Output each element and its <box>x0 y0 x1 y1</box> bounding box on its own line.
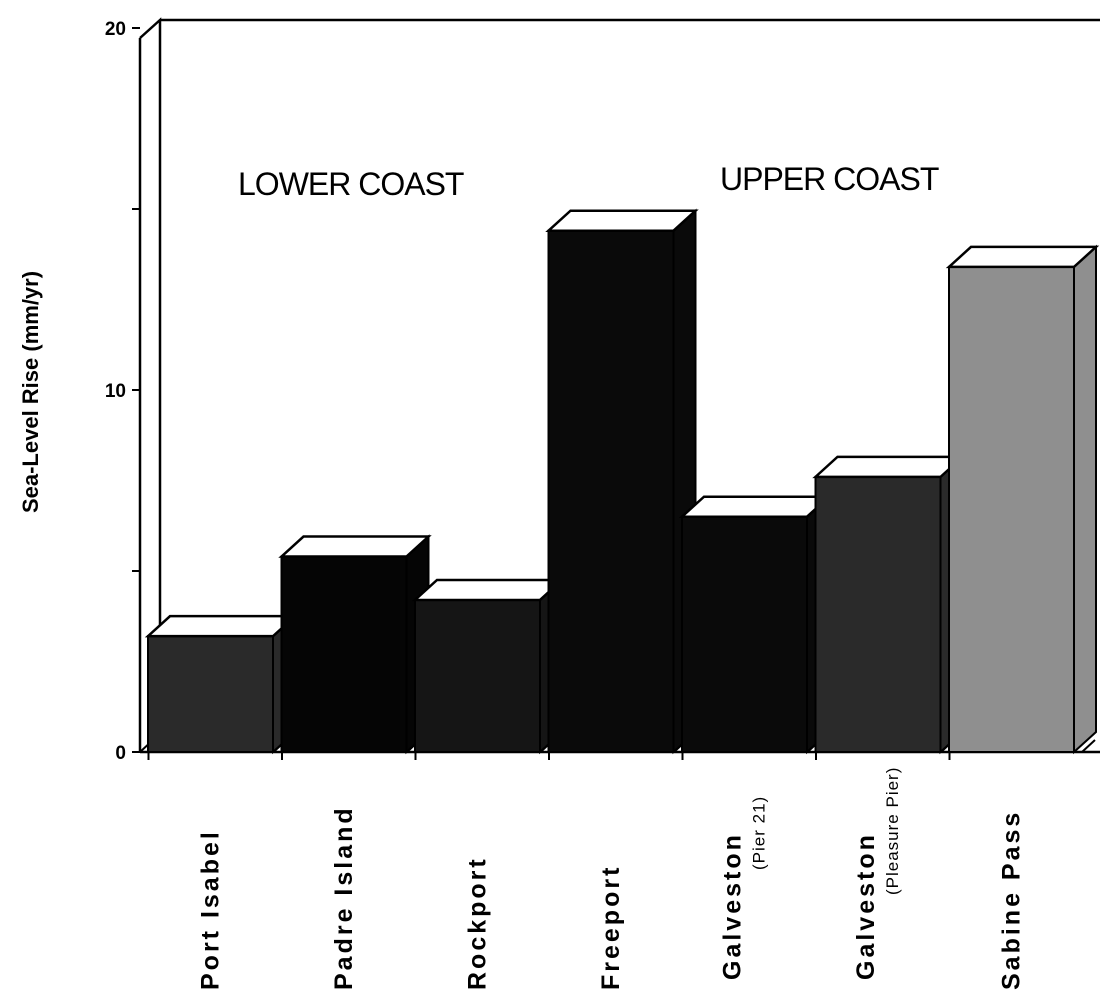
bar-front <box>681 515 808 754</box>
bar-front <box>414 598 541 754</box>
region-label-lower-coast: LOWER COAST <box>238 166 464 202</box>
bar <box>806 454 966 760</box>
bar-front <box>280 555 408 754</box>
x-category-label: Freeport <box>597 865 625 990</box>
y-tick-label: 10 <box>105 381 126 402</box>
bar-front <box>948 265 1075 753</box>
bar <box>139 613 299 760</box>
x-axis-labels: Port Isabel Padre Island Rockport Freeport G… <box>197 767 1026 990</box>
x-category-label: Galveston (Pier 21) <box>719 796 769 980</box>
x-tick-sublabel: (Pleasure Pier) <box>883 767 902 895</box>
bar <box>406 577 566 760</box>
bar-front <box>547 229 675 754</box>
bar-top <box>678 495 833 518</box>
bar-front <box>814 475 942 753</box>
x-tick-label: Freeport <box>597 865 625 990</box>
region-label-upper-coast: UPPER COAST <box>720 161 939 197</box>
x-tick-label: Port Isabel <box>197 829 225 990</box>
bar-front <box>147 635 274 753</box>
x-tick-sublabel: (Pier 21) <box>750 796 769 870</box>
bar-top <box>812 455 966 479</box>
x-tick-label: Galveston <box>719 832 747 980</box>
x-tick-label: Sabine Pass <box>998 810 1026 990</box>
bar <box>272 534 432 760</box>
x-category-label: Rockport <box>464 856 492 990</box>
bar-top <box>278 535 432 558</box>
x-tick-label: Padre Island <box>330 805 358 990</box>
y-tick-label: 20 <box>105 19 126 40</box>
bar <box>539 208 699 760</box>
bars-group <box>139 208 1100 760</box>
x-category-label: Padre Island <box>330 805 358 990</box>
x-tick-label: Rockport <box>464 856 492 990</box>
x-category-label: Sabine Pass <box>998 810 1026 990</box>
bar-side <box>1073 244 1097 755</box>
bar <box>673 494 833 760</box>
x-tick-label: Galveston <box>852 832 880 980</box>
y-axis: 0 10 20 <box>105 19 140 764</box>
bar <box>940 244 1100 760</box>
y-tick-label: 0 <box>115 743 126 764</box>
bar-top <box>545 209 699 232</box>
bar-top <box>945 245 1100 269</box>
y-axis-label: Sea-Level Rise (mm/yr) <box>18 271 43 513</box>
bar-top <box>144 614 299 638</box>
x-category-label: Galveston(Pleasure Pier) <box>852 767 902 980</box>
bar-top <box>411 578 566 602</box>
x-category-label: Port Isabel <box>197 829 225 990</box>
